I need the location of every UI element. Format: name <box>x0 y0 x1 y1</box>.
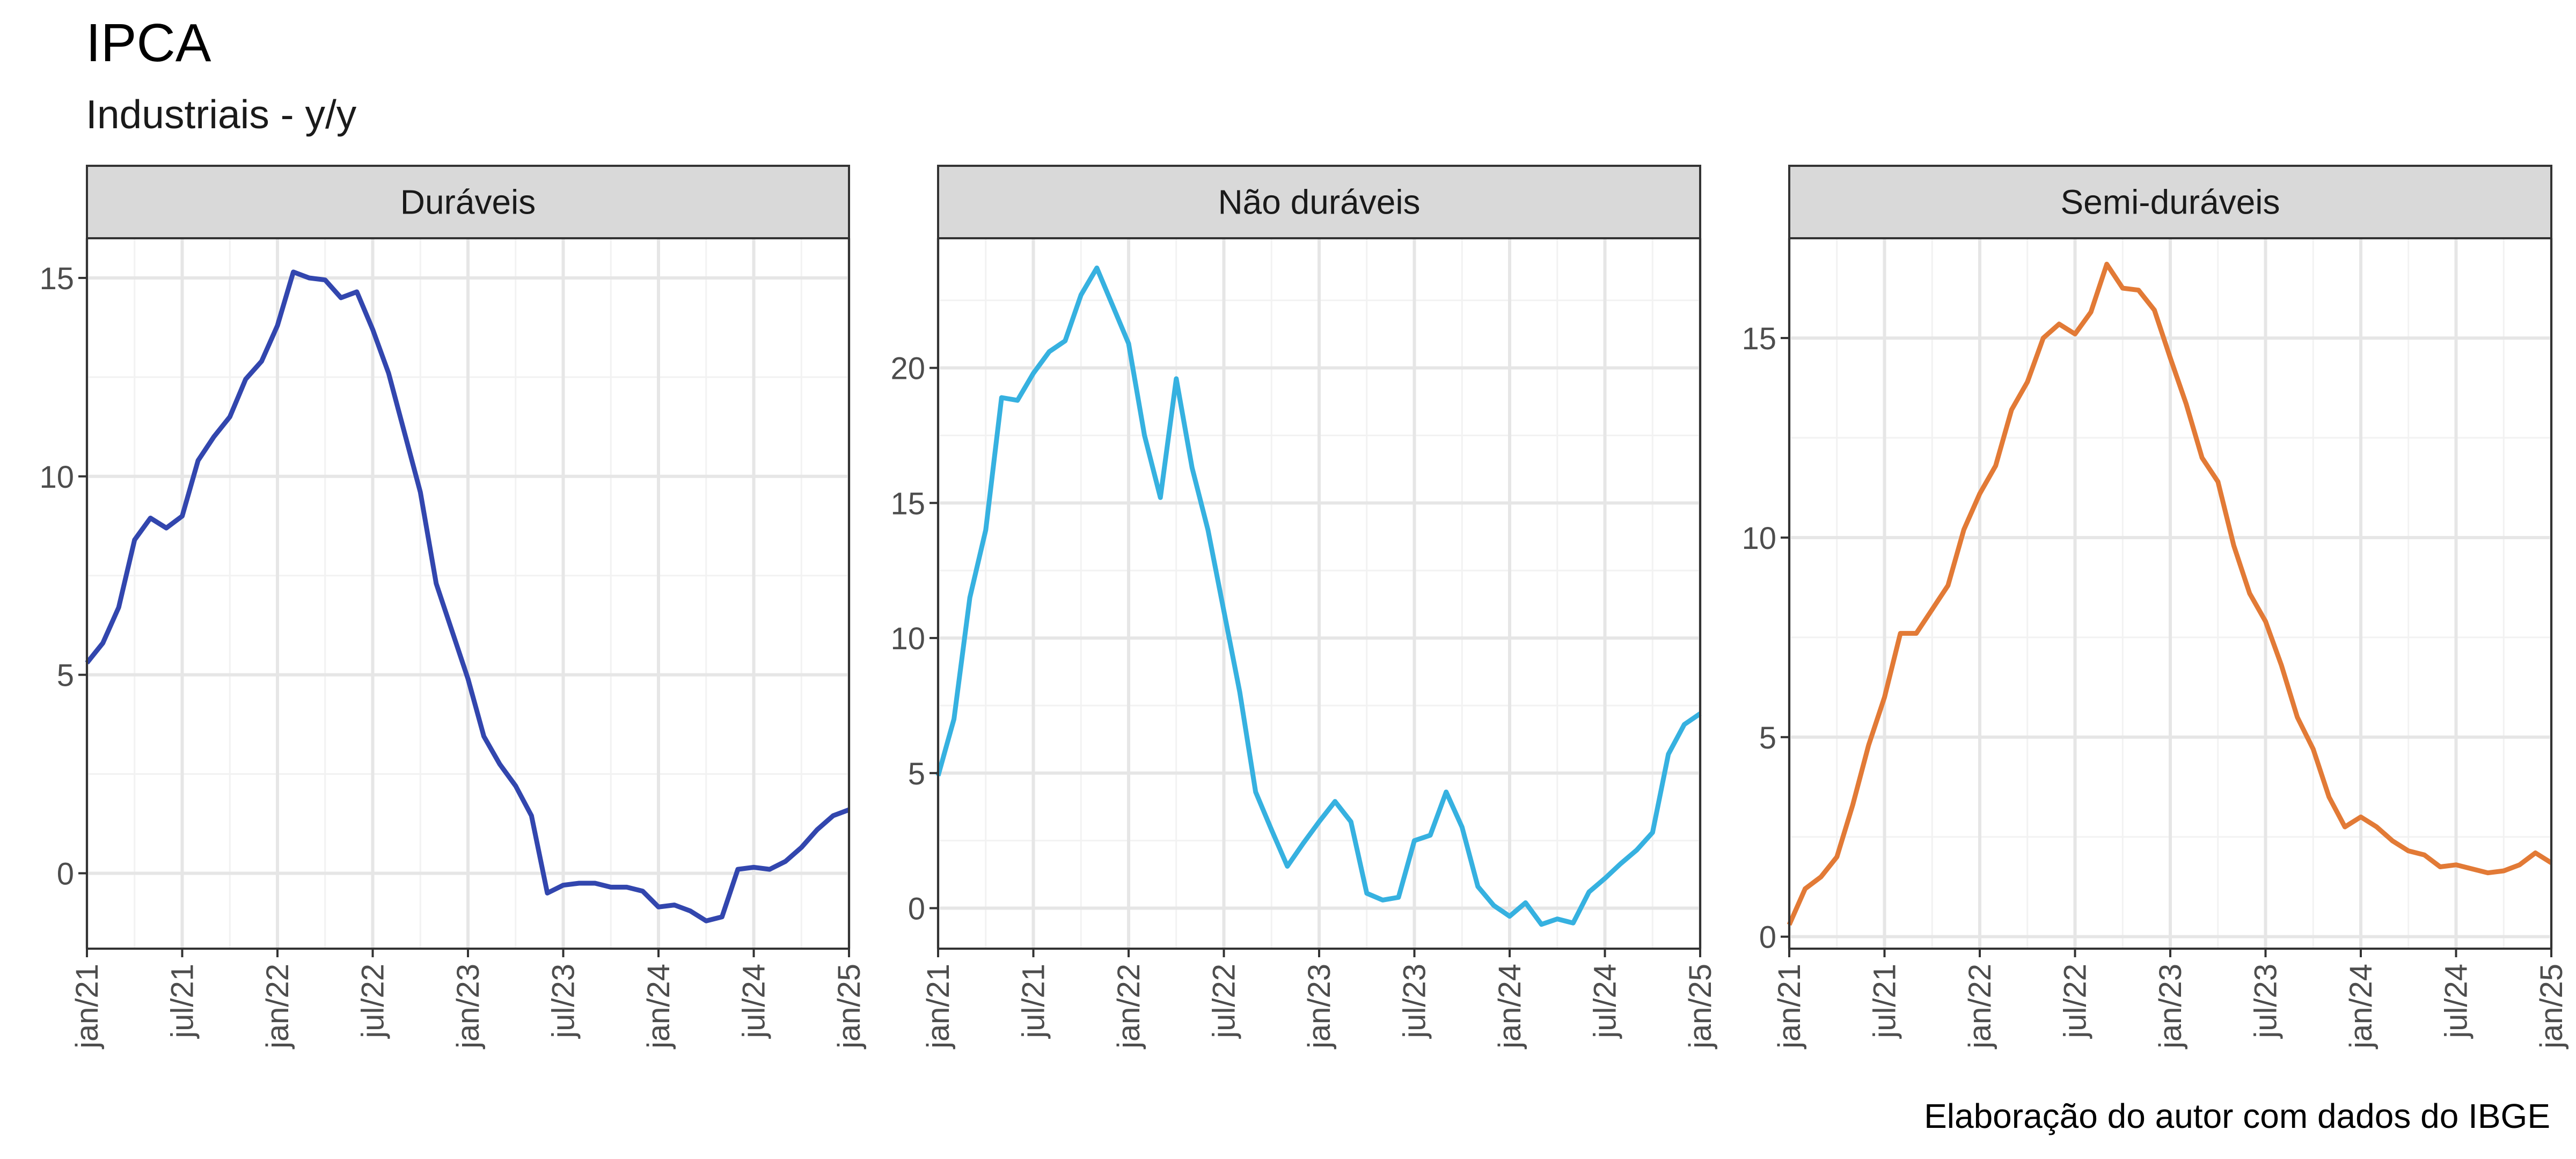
x-tick-label: jul/21 <box>165 964 200 1039</box>
y-tick-label: 10 <box>39 460 74 495</box>
x-tick-label: jul/23 <box>2249 964 2284 1039</box>
facet-strip <box>86 165 850 239</box>
x-tick-label: jul/22 <box>2058 964 2093 1039</box>
x-tick-label: jan/25 <box>1683 964 1718 1050</box>
y-tick-label: 5 <box>57 658 74 693</box>
x-tick-label: jan/23 <box>1302 964 1337 1050</box>
y-tick-label: 10 <box>890 621 925 656</box>
y-tick-label: 0 <box>57 856 74 891</box>
x-tick-label: jan/21 <box>70 964 105 1050</box>
x-tick-label: jul/24 <box>2439 964 2474 1039</box>
x-tick-label: jan/24 <box>2344 964 2379 1050</box>
x-tick-label: jan/24 <box>641 964 676 1050</box>
series-line-duraveis <box>85 269 850 923</box>
y-tick-label: 0 <box>1759 920 1776 955</box>
x-tick-label: jan/22 <box>260 964 295 1050</box>
x-tick-label: jan/23 <box>2153 964 2188 1050</box>
x-tick-label: jul/22 <box>356 964 391 1039</box>
x-tick-label: jul/21 <box>1016 964 1051 1039</box>
y-tick-label: 0 <box>908 891 925 926</box>
facet-label-semi-duraveis: Semi-duráveis <box>2060 183 2280 222</box>
x-tick-label: jul/23 <box>1397 964 1432 1039</box>
x-tick-label: jan/22 <box>1111 964 1146 1050</box>
series-line-nao-duraveis <box>935 265 1702 927</box>
x-tick-label: jan/22 <box>1963 964 1997 1050</box>
facet-strip <box>937 165 1701 239</box>
facet-label-nao-duraveis: Não duráveis <box>1218 183 1420 222</box>
y-tick-label: 5 <box>1759 721 1776 755</box>
chart-subtitle: Industriais - y/y <box>86 92 357 137</box>
series-line-semi-duraveis <box>1787 261 2553 926</box>
facet-strip <box>1788 165 2552 239</box>
y-tick-label: 5 <box>908 757 925 791</box>
x-tick-label: jan/24 <box>1492 964 1527 1050</box>
chart-caption: Elaboração do autor com dados do IBGE <box>1924 1097 2550 1135</box>
x-tick-label: jan/25 <box>832 964 867 1050</box>
y-tick-label: 15 <box>1741 321 1776 356</box>
x-tick-label: jan/21 <box>921 964 956 1050</box>
y-tick-label: 15 <box>890 486 925 521</box>
x-tick-label: jan/23 <box>451 964 486 1050</box>
x-tick-label: jul/23 <box>546 964 581 1039</box>
x-tick-label: jul/22 <box>1207 964 1242 1039</box>
y-tick-label: 15 <box>39 261 74 296</box>
facet-label-duraveis: Duráveis <box>400 183 536 222</box>
x-tick-label: jul/24 <box>737 964 772 1039</box>
x-tick-label: jan/21 <box>1772 964 1807 1050</box>
x-tick-label: jul/21 <box>1868 964 1902 1039</box>
chart-title: IPCA <box>86 13 211 73</box>
y-tick-label: 20 <box>890 351 925 386</box>
x-tick-label: jul/24 <box>1588 964 1623 1039</box>
x-tick-label: jan/25 <box>2534 964 2569 1050</box>
y-tick-label: 10 <box>1741 521 1776 556</box>
